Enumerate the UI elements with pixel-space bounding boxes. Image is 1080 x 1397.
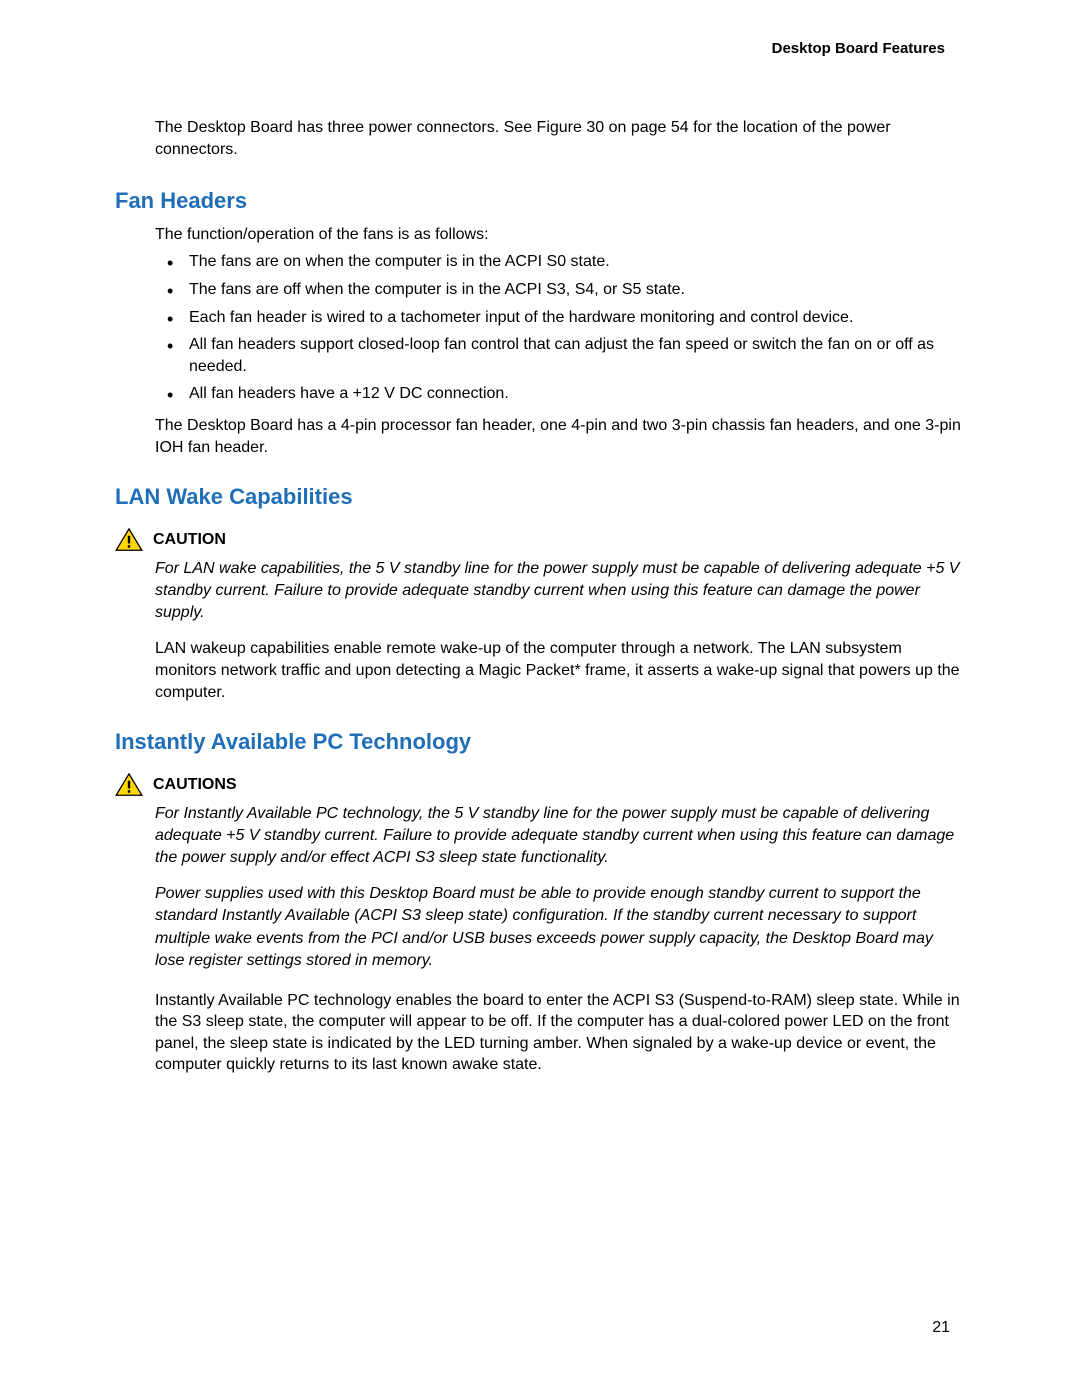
list-item: The fans are off when the computer is in…: [167, 279, 965, 301]
iapc-caution-2: Power supplies used with this Desktop Bo…: [155, 883, 965, 971]
fan-headers-trail: The Desktop Board has a 4-pin processor …: [155, 415, 965, 458]
heading-lan-wake: LAN Wake Capabilities: [115, 484, 965, 510]
page-number: 21: [932, 1319, 950, 1337]
document-page: Desktop Board Features The Desktop Board…: [0, 0, 1080, 1397]
fan-headers-lead: The function/operation of the fans is as…: [155, 224, 965, 246]
caution-icon: [115, 528, 143, 552]
caution-row: CAUTIONS: [115, 773, 965, 797]
caution-row: CAUTION: [115, 528, 965, 552]
list-item: Each fan header is wired to a tachometer…: [167, 307, 965, 329]
fan-headers-list: The fans are on when the computer is in …: [167, 251, 965, 405]
cautions-label: CAUTIONS: [153, 776, 237, 794]
page-header: Desktop Board Features: [115, 40, 945, 57]
list-item: All fan headers have a +12 V DC connecti…: [167, 383, 965, 405]
iapc-caution-1: For Instantly Available PC technology, t…: [155, 803, 965, 869]
iapc-body: Instantly Available PC technology enable…: [155, 990, 965, 1076]
caution-label: CAUTION: [153, 531, 226, 549]
list-item: The fans are on when the computer is in …: [167, 251, 965, 273]
lan-caution-text: For LAN wake capabilities, the 5 V stand…: [155, 558, 965, 624]
lan-body: LAN wakeup capabilities enable remote wa…: [155, 638, 965, 703]
caution-icon: [115, 773, 143, 797]
heading-fan-headers: Fan Headers: [115, 188, 965, 214]
intro-paragraph: The Desktop Board has three power connec…: [155, 117, 965, 162]
list-item: All fan headers support closed-loop fan …: [167, 334, 965, 377]
heading-iapc: Instantly Available PC Technology: [115, 729, 965, 755]
